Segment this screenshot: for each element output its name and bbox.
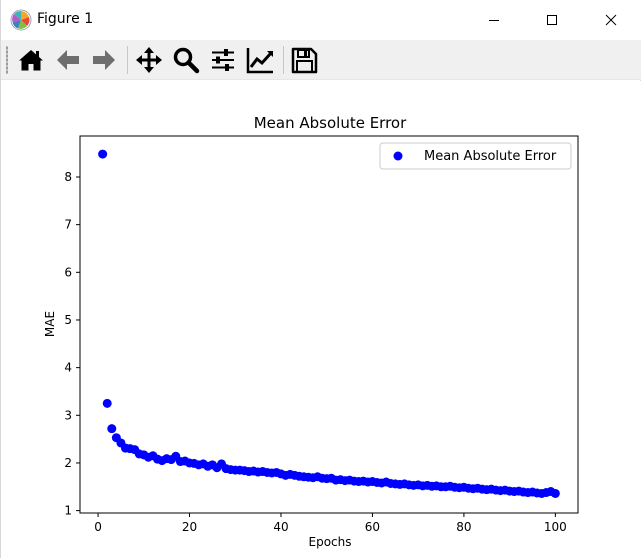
- y-tick-label: 4: [64, 361, 72, 375]
- legend: Mean Absolute Error: [379, 142, 572, 170]
- line-chart-icon: [246, 48, 273, 74]
- maximize-icon: [547, 15, 557, 25]
- figure-canvas[interactable]: Mean Absolute Error 0 20 40 60 80 100 1 2 3 4 5 6 7 8…: [1, 81, 641, 558]
- legend-entry-label: Mean Absolute Error: [424, 149, 557, 164]
- home-icon: [19, 50, 43, 71]
- data-point: [550, 488, 560, 498]
- pan-button[interactable]: [133, 44, 165, 76]
- forward-button[interactable]: [88, 44, 120, 76]
- toolbar-separator: [127, 46, 128, 74]
- x-tick-label: 0: [94, 520, 102, 534]
- legend-marker: [393, 151, 403, 161]
- plot-area-frame: [79, 135, 579, 514]
- floppy-disk-icon: [291, 47, 318, 74]
- chart-title: Mean Absolute Error: [254, 114, 407, 132]
- y-tick-label: 1: [64, 504, 72, 518]
- window-title: Figure 1: [37, 11, 94, 27]
- minimize-button[interactable]: [465, 0, 523, 40]
- x-axis-label: Epochs: [309, 535, 352, 549]
- y-tick-label: 7: [64, 218, 72, 232]
- x-tick-label: 100: [544, 520, 567, 534]
- save-button[interactable]: [288, 44, 320, 76]
- data-point: [102, 398, 112, 408]
- x-tick-label: 20: [182, 520, 197, 534]
- minimize-icon: [489, 20, 499, 21]
- subplots-button[interactable]: [207, 44, 239, 76]
- y-tick-label: 2: [64, 456, 72, 470]
- data-point: [107, 424, 117, 434]
- y-tick-label: 3: [64, 408, 72, 422]
- close-button[interactable]: [582, 0, 640, 40]
- maximize-button[interactable]: [523, 0, 581, 40]
- zoom-button[interactable]: [170, 44, 202, 76]
- customize-button[interactable]: [244, 44, 276, 76]
- matplotlib-logo-icon: [10, 9, 32, 31]
- move-arrows-icon: [136, 47, 162, 73]
- home-button[interactable]: [15, 44, 47, 76]
- x-tick-label: 80: [456, 520, 471, 534]
- close-icon: [605, 14, 617, 26]
- back-button[interactable]: [52, 44, 84, 76]
- toolbar-grip[interactable]: [6, 46, 8, 74]
- legend-box: [379, 142, 572, 170]
- y-axis-label: MAE: [43, 311, 57, 337]
- scatter-chart[interactable]: Mean Absolute Error 0 20 40 60 80 100 1 2 3 4 5 6 7 8…: [1, 81, 641, 558]
- title-bar[interactable]: Figure 1: [1, 0, 641, 40]
- y-tick-label: 5: [64, 313, 72, 327]
- toolbar-separator: [283, 46, 284, 74]
- data-point: [98, 149, 108, 159]
- magnifier-icon: [173, 47, 200, 74]
- y-tick-label: 6: [64, 265, 72, 279]
- arrow-left-icon: [57, 50, 79, 70]
- navigation-toolbar: [1, 40, 641, 80]
- sliders-icon: [212, 49, 234, 71]
- x-tick-label: 40: [273, 520, 288, 534]
- arrow-right-icon: [93, 50, 115, 70]
- x-tick-label: 60: [365, 520, 380, 534]
- y-tick-label: 8: [64, 170, 72, 184]
